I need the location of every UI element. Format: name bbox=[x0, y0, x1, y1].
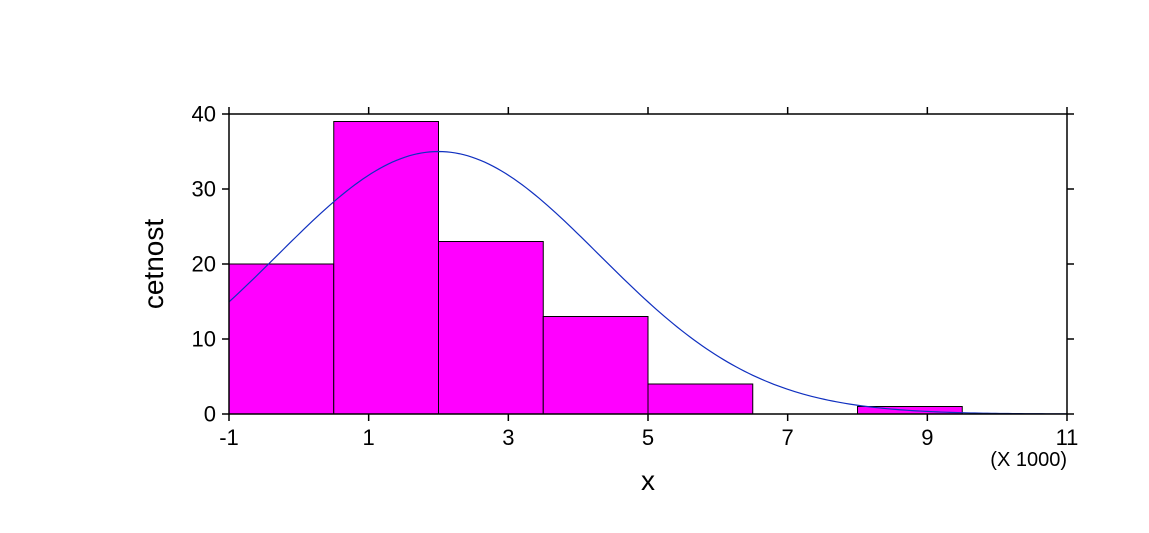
histogram-bar bbox=[439, 242, 544, 415]
y-tick-label: 10 bbox=[192, 327, 216, 352]
x-tick-label: 7 bbox=[782, 425, 794, 450]
histogram-bar bbox=[543, 317, 648, 415]
x-tick-label: 11 bbox=[1056, 425, 1079, 450]
x-tick-label: -1 bbox=[219, 425, 239, 450]
y-tick-label: 40 bbox=[192, 102, 216, 127]
x-tick-label: 1 bbox=[363, 425, 375, 450]
x-tick-label: 3 bbox=[502, 425, 514, 450]
x-axis-label: x bbox=[641, 465, 655, 496]
y-tick-label: 30 bbox=[192, 177, 216, 202]
x-tick-label: 5 bbox=[642, 425, 654, 450]
x-scale-note: (X 1000) bbox=[990, 449, 1067, 471]
y-tick-label: 0 bbox=[204, 402, 216, 427]
histogram-chart: -1 1 3 5 7 9 11 0 10 20 30 40 x cetnost (X 1000) bbox=[0, 0, 1149, 533]
histogram-bar bbox=[648, 384, 753, 414]
chart-background bbox=[0, 0, 1149, 533]
chart-svg: -1 1 3 5 7 9 11 0 10 20 30 40 x cetnost (X 1000) bbox=[0, 0, 1149, 533]
y-axis-label: cetnost bbox=[138, 219, 169, 309]
x-tick-label: 9 bbox=[921, 425, 933, 450]
y-tick-label: 20 bbox=[192, 252, 216, 277]
